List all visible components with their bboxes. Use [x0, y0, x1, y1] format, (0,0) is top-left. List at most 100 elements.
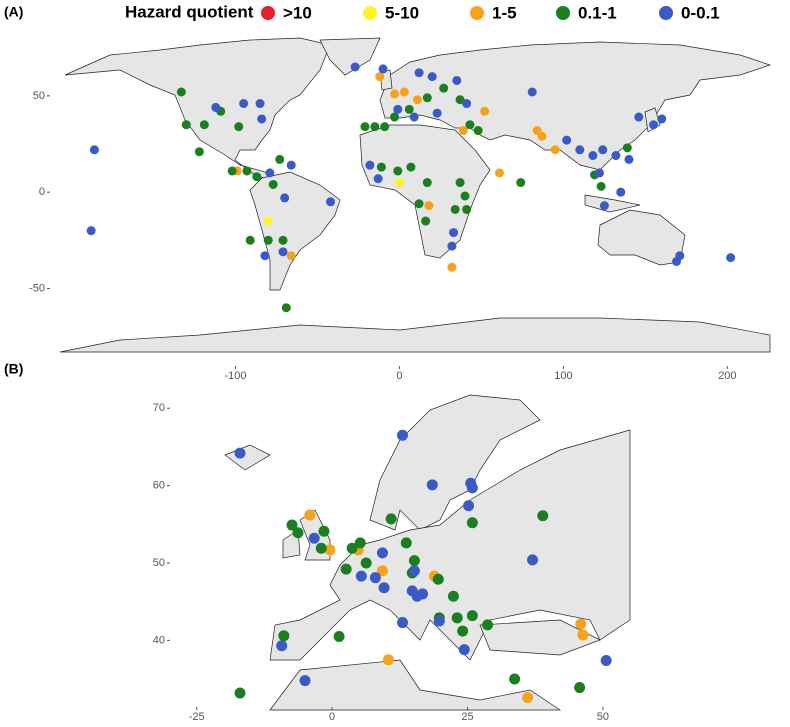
site-point — [449, 228, 459, 238]
site-point — [414, 199, 424, 209]
site-point — [354, 537, 366, 549]
site-point — [242, 166, 252, 176]
site-point — [426, 479, 438, 491]
site-point — [537, 131, 547, 141]
site-point — [199, 120, 209, 130]
site-point — [333, 630, 345, 642]
site-point — [275, 154, 285, 164]
site-point — [340, 563, 352, 575]
site-point — [458, 644, 470, 656]
site-point — [458, 126, 468, 136]
site-point — [181, 120, 191, 130]
y-tick-label: 50 — [33, 90, 45, 102]
site-point — [265, 168, 275, 178]
site-point — [460, 191, 470, 201]
site-point — [427, 72, 437, 82]
site-point — [527, 87, 537, 97]
site-point — [397, 429, 408, 441]
site-point — [308, 532, 320, 544]
site-point — [263, 235, 273, 245]
site-point — [252, 172, 262, 182]
site-point — [400, 537, 412, 549]
site-point — [527, 554, 538, 566]
site-point — [672, 256, 682, 266]
site-point — [376, 547, 388, 559]
legend-label: 0-0.1 — [681, 3, 720, 22]
x-tick-label: 200 — [718, 370, 736, 382]
x-tick-label: 50 — [597, 711, 609, 723]
site-point — [355, 570, 367, 582]
site-point — [263, 216, 273, 226]
site-point — [473, 126, 483, 136]
site-point — [574, 682, 586, 694]
site-point — [422, 93, 432, 103]
site-point — [408, 555, 420, 567]
x-tick-label: 0 — [396, 370, 402, 382]
site-point — [439, 83, 449, 93]
site-point — [649, 120, 659, 130]
site-point — [227, 166, 237, 176]
site-point — [86, 226, 96, 236]
legend-marker — [261, 6, 275, 20]
legend-label: 5-10 — [385, 3, 419, 22]
site-point — [397, 617, 408, 629]
y-tick-label: 70 — [153, 402, 165, 414]
panel-label: (B) — [4, 361, 23, 377]
site-point — [376, 565, 388, 577]
site-point — [588, 151, 598, 161]
site-point — [634, 112, 644, 122]
site-point — [292, 527, 304, 539]
site-point — [522, 692, 534, 704]
site-point — [406, 162, 416, 172]
site-point — [393, 166, 403, 176]
site-point — [466, 482, 478, 494]
site-point — [365, 160, 375, 170]
site-point — [390, 89, 400, 99]
site-point — [324, 544, 336, 556]
site-point — [594, 168, 604, 178]
site-point — [414, 68, 424, 78]
x-tick-label: -100 — [224, 370, 246, 382]
legend-marker — [470, 6, 484, 20]
site-point — [433, 615, 445, 627]
site-point — [537, 510, 549, 522]
site-point — [480, 106, 490, 116]
site-point — [393, 104, 403, 114]
site-point — [346, 542, 358, 554]
europe-land — [224, 394, 631, 711]
site-point — [447, 241, 457, 251]
site-point — [452, 75, 462, 85]
site-point — [424, 201, 434, 211]
site-point — [234, 122, 244, 132]
site-point — [318, 525, 330, 537]
site-point — [622, 143, 632, 153]
site-point — [421, 216, 431, 226]
site-point — [450, 204, 460, 214]
site-point — [276, 640, 288, 652]
site-point — [417, 588, 429, 600]
site-point — [299, 675, 311, 687]
site-point — [375, 72, 385, 82]
site-point — [482, 619, 494, 631]
site-point — [278, 235, 288, 245]
y-tick-label: 0 — [39, 186, 45, 198]
site-point — [447, 262, 457, 272]
world-land — [59, 37, 772, 353]
site-point — [599, 201, 609, 211]
site-point — [260, 251, 270, 261]
site-point — [408, 565, 420, 577]
site-point — [465, 120, 475, 130]
site-point — [257, 114, 267, 124]
site-point — [378, 64, 388, 74]
site-point — [412, 95, 422, 105]
site-point — [596, 181, 606, 191]
site-point — [360, 557, 372, 569]
site-point — [404, 104, 414, 114]
site-point — [268, 179, 278, 189]
site-point — [657, 114, 667, 124]
panel-label: (A) — [4, 4, 23, 20]
y-tick-label: 50 — [153, 557, 165, 569]
site-point — [255, 99, 265, 109]
site-point — [286, 160, 296, 170]
